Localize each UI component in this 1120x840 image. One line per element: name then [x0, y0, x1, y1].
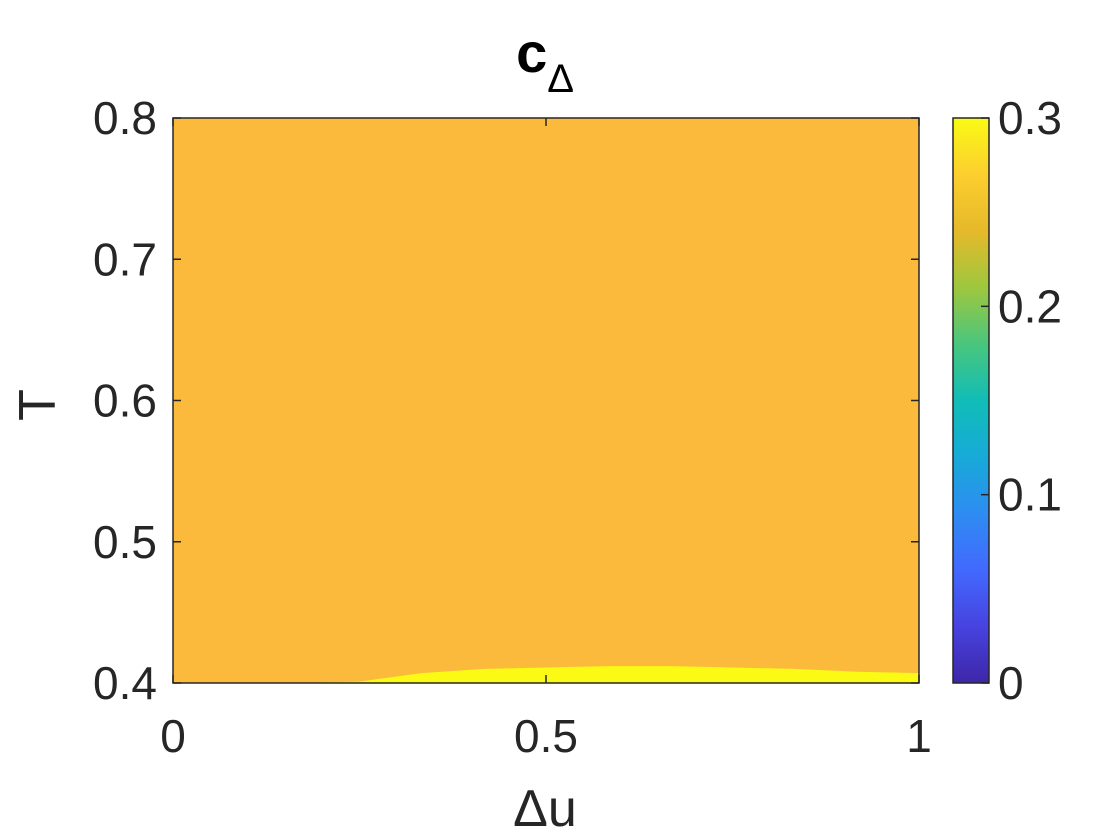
colorbar-ticks: 0 0.1 0.2 0.3 [981, 92, 1062, 709]
colorbar-tick-label: 0.1 [998, 469, 1062, 521]
colorbar [952, 117, 990, 684]
x-tick-label: 0 [160, 710, 186, 762]
colorbar-tick-label: 0.3 [998, 92, 1062, 144]
y-tick-label: 0.5 [93, 516, 157, 568]
y-tick-label: 0.8 [93, 92, 157, 144]
y-tick-label: 0.4 [93, 657, 157, 709]
contour-band-5 [173, 118, 919, 683]
x-axis-ticks: 0 0.5 1 [160, 118, 932, 762]
contour-fills [173, 118, 919, 683]
x-tick-label: 1 [906, 710, 932, 762]
colorbar-tick-label: 0 [998, 657, 1024, 709]
chart-title: cΔ [516, 21, 574, 101]
y-tick-label: 0.7 [93, 233, 157, 285]
x-axis-label: Δu [513, 780, 577, 838]
y-tick-label: 0.6 [93, 375, 157, 427]
x-tick-label: 0.5 [514, 710, 578, 762]
y-axis-label: T [9, 389, 67, 421]
colorbar-tick-label: 0.2 [998, 280, 1062, 332]
y-axis-ticks: 0.4 0.5 0.6 0.7 0.8 [93, 92, 919, 709]
chart-title-main: c [516, 21, 547, 84]
chart-title-subscript: Δ [547, 57, 574, 101]
